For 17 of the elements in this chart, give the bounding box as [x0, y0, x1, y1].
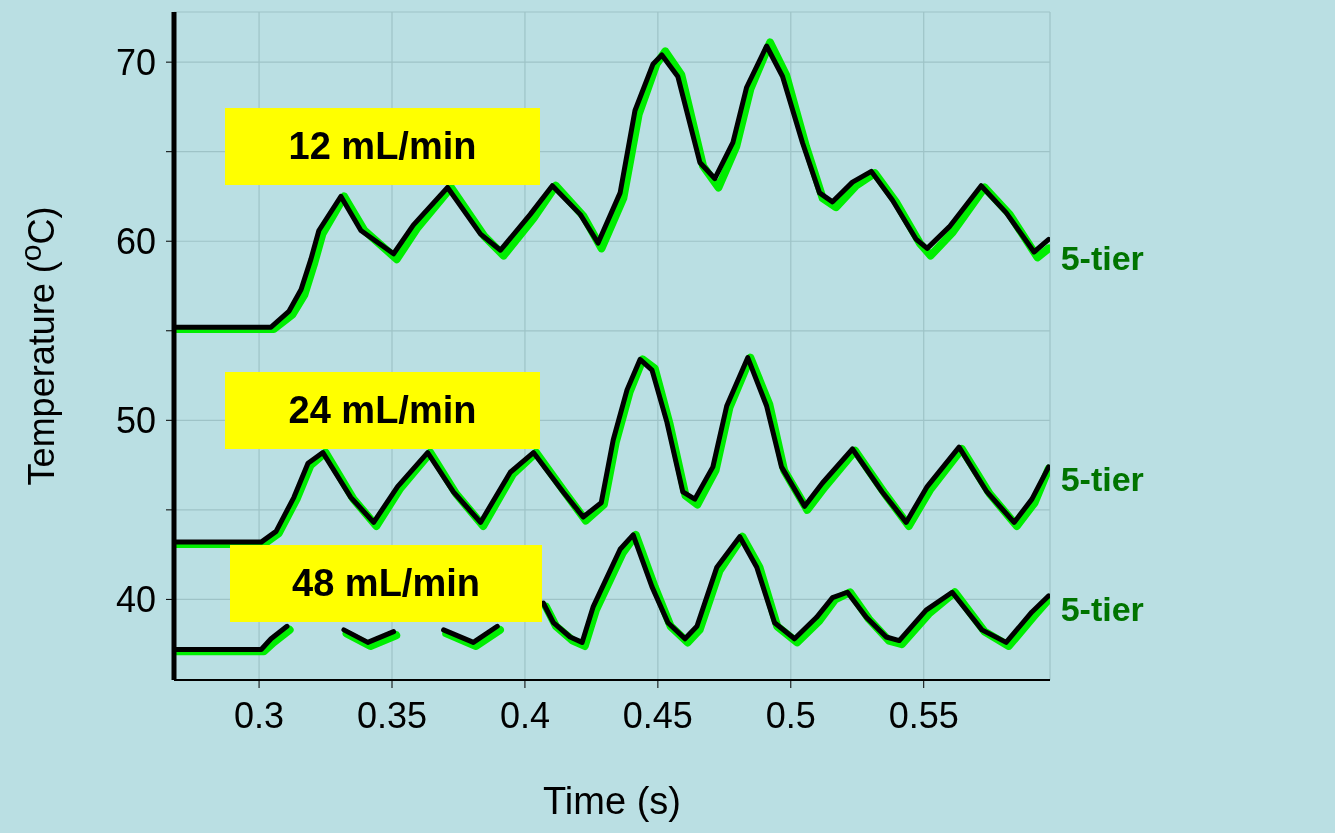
x-axis-title: Time (s)	[542, 780, 682, 823]
label-box: 12 mL/min	[225, 108, 540, 185]
x-tick-label: 0.55	[888, 694, 959, 736]
x-tick-label: 0.4	[499, 694, 550, 736]
x-tick-label: 0.5	[765, 694, 816, 736]
label-box: 48 mL/min	[230, 545, 542, 622]
series-label: 5-tier	[1060, 239, 1144, 278]
series-label: 5-tier	[1060, 459, 1144, 498]
x-tick-label: 0.3	[234, 694, 285, 736]
y-tick-label: 40	[115, 579, 156, 621]
x-tick-label: 0.35	[356, 694, 428, 736]
y-tick-label: 70	[115, 41, 156, 83]
label-box: 24 mL/min	[225, 372, 540, 449]
y-tick-label: 50	[115, 400, 156, 442]
series-label: 5-tier	[1060, 590, 1144, 629]
y-tick-label: 60	[115, 221, 156, 263]
x-tick-label: 0.45	[622, 694, 693, 736]
